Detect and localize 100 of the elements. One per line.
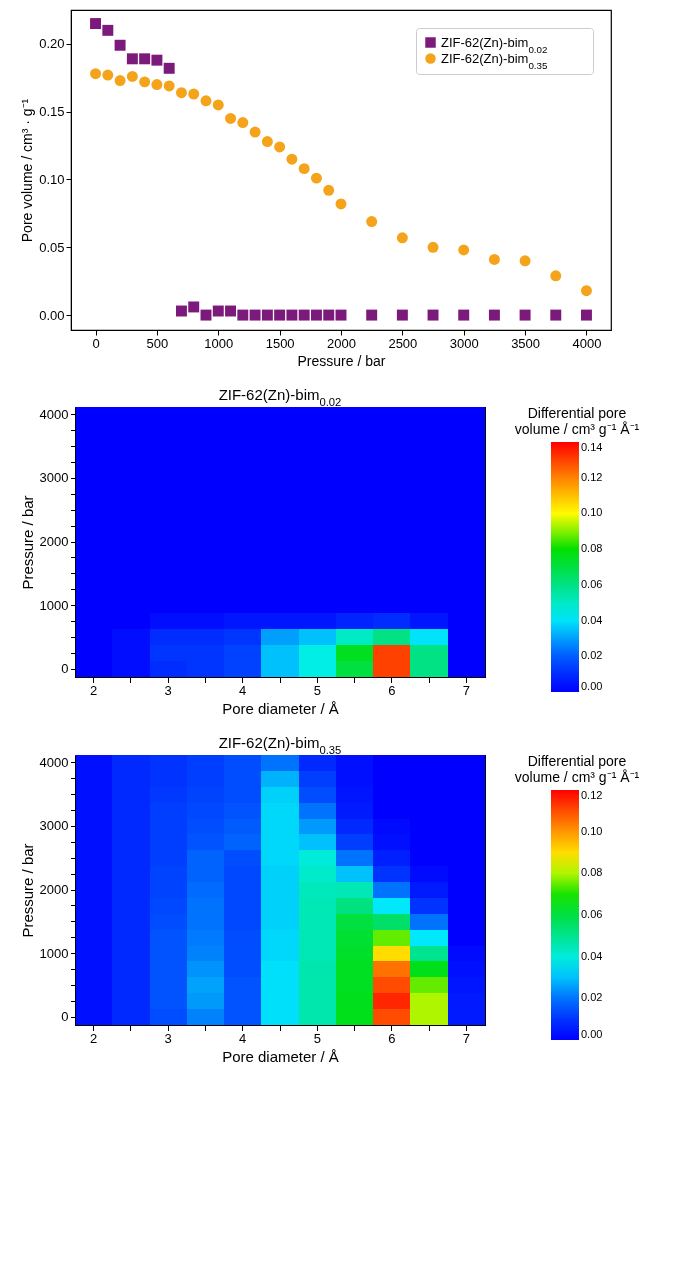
point (298, 163, 310, 175)
x-tick-label: 3000 (449, 335, 479, 351)
color-bar-label: 0.12 (581, 470, 603, 483)
y-axis-title: Pressure / bar (18, 495, 36, 590)
point (335, 198, 347, 210)
point (200, 95, 212, 107)
point (396, 232, 408, 244)
point (580, 309, 592, 321)
x-tick-label: 5 (313, 1030, 321, 1046)
point (163, 62, 175, 74)
point (458, 309, 470, 321)
x-axis-title: Pore diameter / Å (222, 699, 339, 717)
x-tick-label: 4 (239, 1030, 247, 1046)
color-bar-label: 0.04 (581, 949, 603, 962)
point (580, 285, 592, 297)
point (163, 80, 175, 92)
point (225, 305, 237, 317)
point (286, 153, 298, 165)
x-tick-label: 6 (388, 682, 396, 698)
x-tick-label: 3 (164, 1030, 172, 1046)
x-tick-label: 7 (462, 682, 470, 698)
x-tick-label: 2500 (388, 335, 418, 351)
y-tick-label: 0.20 (39, 36, 65, 52)
point (212, 305, 224, 317)
x-tick-label: 0 (92, 335, 100, 351)
point (310, 309, 322, 321)
color-bar-label: 0.00 (581, 680, 603, 692)
point (286, 309, 298, 321)
x-tick-label: 2000 (327, 335, 356, 351)
point (175, 87, 187, 99)
color-bar-label: 0.06 (581, 908, 603, 920)
color-bar-label: 0.08 (581, 542, 603, 555)
x-tick-label: 1500 (265, 335, 295, 351)
chart-title: ZIF-62(Zn)-bim$_{0.02}$ (218, 386, 342, 408)
y-tick-label: 0.00 (39, 307, 65, 323)
point (274, 141, 286, 153)
point (188, 301, 200, 313)
point (458, 244, 470, 256)
point (237, 309, 249, 321)
color-bar-title: Differential pore volume / cm³ g⁻¹ Å⁻¹ (514, 405, 640, 437)
point (323, 309, 335, 321)
point (102, 69, 114, 81)
point (519, 255, 531, 267)
color-bar-label: 0.06 (581, 577, 603, 590)
color-bar-label: 0.04 (581, 613, 603, 626)
color-bar-label: 0.02 (581, 649, 603, 662)
y-tick-label: 0 (61, 1009, 69, 1025)
point (90, 68, 102, 80)
point (200, 309, 212, 321)
point (298, 309, 310, 321)
point (212, 99, 224, 111)
x-tick-label: 1000 (204, 335, 234, 351)
point (114, 75, 126, 86)
x-tick-label: 6 (388, 1030, 396, 1046)
point (427, 309, 439, 321)
point (519, 309, 531, 321)
point (126, 70, 138, 82)
point (151, 79, 163, 91)
color-bar-label: 0.14 (581, 441, 603, 453)
point (90, 18, 102, 30)
point (366, 309, 378, 321)
x-axis-title: Pressure / bar (297, 352, 386, 369)
y-tick-label: 0 (61, 661, 69, 677)
x-tick-label: 4000 (572, 335, 602, 351)
y-tick-label: 2000 (39, 534, 69, 549)
point (550, 270, 562, 282)
point (274, 309, 286, 321)
point (323, 184, 335, 196)
color-bar-label: 0.12 (581, 789, 603, 801)
x-tick-label: 5 (313, 682, 321, 698)
y-tick-label: 0.10 (39, 171, 65, 187)
y-tick-label: 3000 (39, 818, 69, 834)
x-tick-label: 2 (90, 682, 98, 698)
point (102, 24, 114, 36)
y-tick-label: 3000 (39, 470, 69, 486)
point (114, 39, 126, 51)
x-tick-label: 7 (462, 1030, 470, 1046)
x-tick-label: 3500 (511, 335, 541, 351)
point (488, 309, 500, 321)
point (126, 53, 138, 65)
y-tick-label: 1000 (39, 945, 69, 961)
color-bar-title: Differential pore volume / cm³ g⁻¹ Å⁻¹ (514, 753, 640, 785)
color-bar-label: 0.10 (581, 824, 603, 837)
point (237, 117, 249, 129)
color-bar-label: 0.08 (581, 866, 603, 879)
x-axis-title: Pore diameter / Å (222, 1047, 339, 1065)
point (261, 309, 273, 321)
y-tick-label: 4000 (39, 754, 69, 770)
y-tick-label: 1000 (39, 597, 69, 613)
point (427, 241, 439, 253)
x-tick-label: 4 (239, 682, 247, 698)
point (151, 54, 163, 66)
y-tick-label: 0.05 (39, 239, 65, 255)
point (335, 309, 347, 321)
x-tick-label: 500 (146, 335, 169, 351)
x-tick-label: 2 (90, 1030, 98, 1046)
color-bar-label: 0.00 (581, 1028, 603, 1040)
point (396, 309, 408, 321)
point (188, 88, 200, 100)
point (310, 172, 322, 184)
